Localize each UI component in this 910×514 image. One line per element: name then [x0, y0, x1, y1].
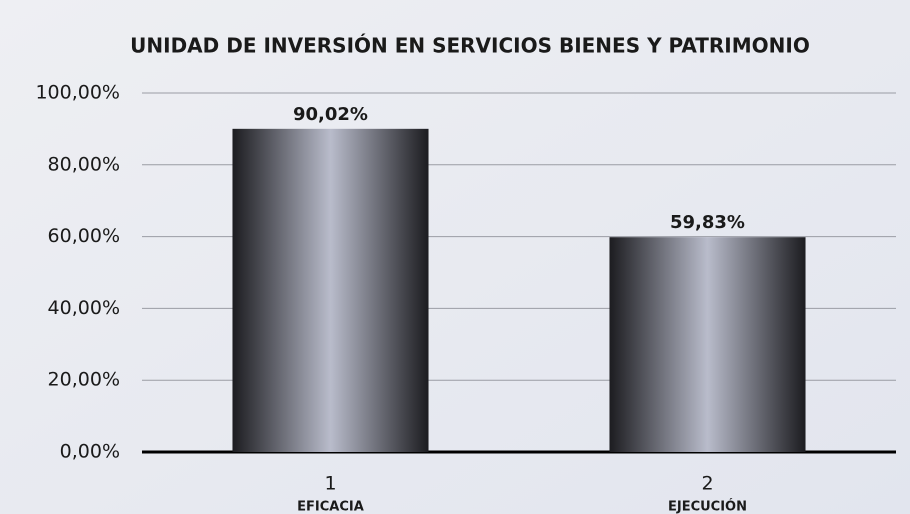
bar	[609, 237, 806, 452]
x-tick-label: 2	[701, 473, 713, 495]
y-tick-label: 100,00%	[35, 82, 120, 104]
value-label: 59,83%	[670, 212, 745, 233]
y-tick-label: 40,00%	[48, 297, 120, 319]
x-tick-label: 1	[324, 473, 336, 495]
value-label: 90,02%	[293, 104, 368, 125]
y-tick-label: 20,00%	[48, 369, 120, 391]
y-tick-label: 80,00%	[48, 153, 120, 175]
bar	[232, 128, 429, 453]
x-category-label: EFICACIA	[297, 500, 364, 514]
y-tick-label: 60,00%	[48, 225, 120, 247]
x-category-label: EJECUCIÓN	[668, 499, 747, 514]
chart-title: UNIDAD DE INVERSIÓN EN SERVICIOS BIENES …	[130, 34, 810, 58]
y-tick-label: 0,00%	[60, 441, 120, 463]
